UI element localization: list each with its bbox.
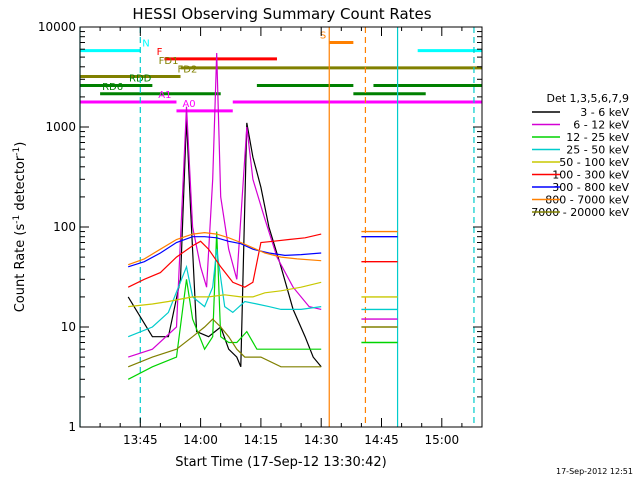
legend-label-6: 300 - 800 keV <box>552 181 629 194</box>
series-line-6 <box>128 236 322 268</box>
flag-label-a1: A1 <box>158 90 171 101</box>
flag-label-f: F <box>157 47 163 58</box>
x-tick-label: 13:45 <box>123 433 158 447</box>
y-tick-label: 10 <box>61 320 76 334</box>
flag-label-n: N <box>142 39 149 50</box>
flag-label-fd1: FD1 <box>159 56 179 67</box>
flag-label-fd2: FD2 <box>178 64 198 75</box>
legend-label-1: 6 - 12 keV <box>573 119 629 132</box>
legend-label-0: 3 - 6 keV <box>580 106 629 119</box>
x-tick-label: 15:00 <box>425 433 460 447</box>
y-tick-label: 10000 <box>38 20 76 34</box>
flag-label-rd6: RD6 <box>102 82 123 93</box>
x-axis-label: Start Time (17-Sep-12 13:30:42) <box>175 455 386 470</box>
late-segment-lines <box>361 230 398 344</box>
legend-label-4: 50 - 100 keV <box>559 156 629 169</box>
series-line-7 <box>127 231 322 266</box>
series-line-0 <box>127 119 322 368</box>
series-line-3 <box>127 249 322 338</box>
legend-label-5: 100 - 300 keV <box>552 169 629 182</box>
series-line-5 <box>127 233 322 288</box>
legend-label-3: 25 - 50 keV <box>566 144 629 157</box>
y-tick-label: 100 <box>53 220 76 234</box>
legend-label-2: 12 - 25 keV <box>566 131 629 144</box>
x-tick-label: 14:15 <box>244 433 279 447</box>
series-line-2 <box>127 231 322 380</box>
y-axis-label: Count Rate (s-1 detector-1) <box>12 142 28 313</box>
y-tick-label: 1 <box>68 420 76 434</box>
legend-label-8: 7000 - 20000 keV <box>531 206 629 219</box>
x-tick-label: 14:00 <box>183 433 218 447</box>
series-lines <box>127 52 322 380</box>
series-line-1 <box>128 52 322 358</box>
y-tick-label: 1000 <box>45 120 76 134</box>
flag-label-a0: A0 <box>182 99 195 110</box>
flag-label-s: S <box>320 30 326 41</box>
x-tick-label: 14:45 <box>364 433 399 447</box>
legend-label-7: 800 - 7000 keV <box>545 194 629 207</box>
series-line-8 <box>127 318 322 368</box>
legend-title: Det 1,3,5,6,7,9 <box>546 92 629 105</box>
timestamp: 17-Sep-2012 12:51 <box>556 467 633 476</box>
axes: 13:45 14:00 14:15 14:30 14:45 15:00 1 10 100 1000… <box>38 20 483 447</box>
chart-title: HESSI Observing Summary Count Rates <box>132 5 431 23</box>
series-line-4 <box>128 281 322 308</box>
x-tick-label: 14:30 <box>304 433 339 447</box>
